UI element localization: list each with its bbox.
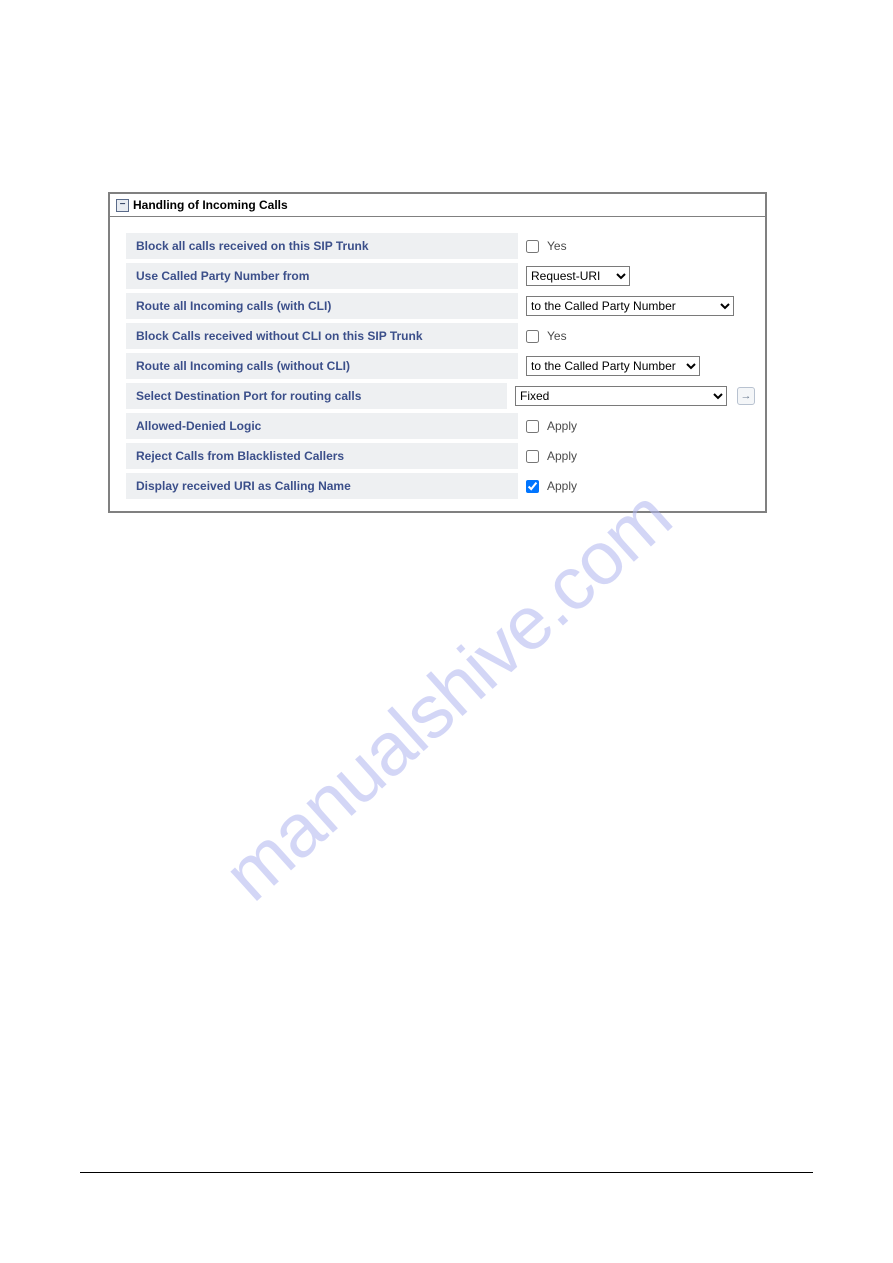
expand-icon[interactable]: → — [737, 387, 755, 405]
row-called-party: Use Called Party Number from Request-URI — [126, 261, 755, 291]
checkbox-block-all[interactable] — [526, 240, 539, 253]
label-display-uri: Display received URI as Calling Name — [126, 473, 518, 499]
label-dest-port: Select Destination Port for routing call… — [126, 383, 507, 409]
label-block-without-cli: Block Calls received without CLI on this… — [126, 323, 518, 349]
row-block-all: Block all calls received on this SIP Tru… — [126, 231, 755, 261]
label-allowed-denied: Allowed-Denied Logic — [126, 413, 518, 439]
checkbox-allowed-denied[interactable] — [526, 420, 539, 433]
footer-rule — [80, 1172, 813, 1173]
panel-body: Block all calls received on this SIP Tru… — [110, 217, 765, 511]
label-route-without-cli: Route all Incoming calls (without CLI) — [126, 353, 518, 379]
collapse-icon[interactable]: − — [116, 199, 129, 212]
row-allowed-denied: Allowed-Denied Logic Apply — [126, 411, 755, 441]
label-route-with-cli: Route all Incoming calls (with CLI) — [126, 293, 518, 319]
panel-header: − Handling of Incoming Calls — [110, 194, 765, 217]
row-display-uri: Display received URI as Calling Name App… — [126, 471, 755, 501]
row-route-with-cli: Route all Incoming calls (with CLI) to t… — [126, 291, 755, 321]
checkbox-block-without-cli[interactable] — [526, 330, 539, 343]
checkbox-display-uri-label: Apply — [547, 479, 577, 493]
select-called-party[interactable]: Request-URI — [526, 266, 630, 286]
watermark-text: manualshive.com — [206, 472, 686, 916]
row-dest-port: Select Destination Port for routing call… — [126, 381, 755, 411]
checkbox-reject-blacklist[interactable] — [526, 450, 539, 463]
row-route-without-cli: Route all Incoming calls (without CLI) t… — [126, 351, 755, 381]
checkbox-allowed-denied-label: Apply — [547, 419, 577, 433]
label-block-all: Block all calls received on this SIP Tru… — [126, 233, 518, 259]
checkbox-block-without-cli-label: Yes — [547, 329, 567, 343]
panel-title: Handling of Incoming Calls — [133, 198, 288, 212]
select-route-without-cli[interactable]: to the Called Party Number — [526, 356, 700, 376]
select-route-with-cli[interactable]: to the Called Party Number — [526, 296, 734, 316]
label-called-party: Use Called Party Number from — [126, 263, 518, 289]
select-dest-port[interactable]: Fixed — [515, 386, 727, 406]
checkbox-block-all-label: Yes — [547, 239, 567, 253]
label-reject-blacklist: Reject Calls from Blacklisted Callers — [126, 443, 518, 469]
checkbox-display-uri[interactable] — [526, 480, 539, 493]
row-block-without-cli: Block Calls received without CLI on this… — [126, 321, 755, 351]
checkbox-reject-blacklist-label: Apply — [547, 449, 577, 463]
row-reject-blacklist: Reject Calls from Blacklisted Callers Ap… — [126, 441, 755, 471]
settings-panel: − Handling of Incoming Calls Block all c… — [108, 192, 767, 513]
